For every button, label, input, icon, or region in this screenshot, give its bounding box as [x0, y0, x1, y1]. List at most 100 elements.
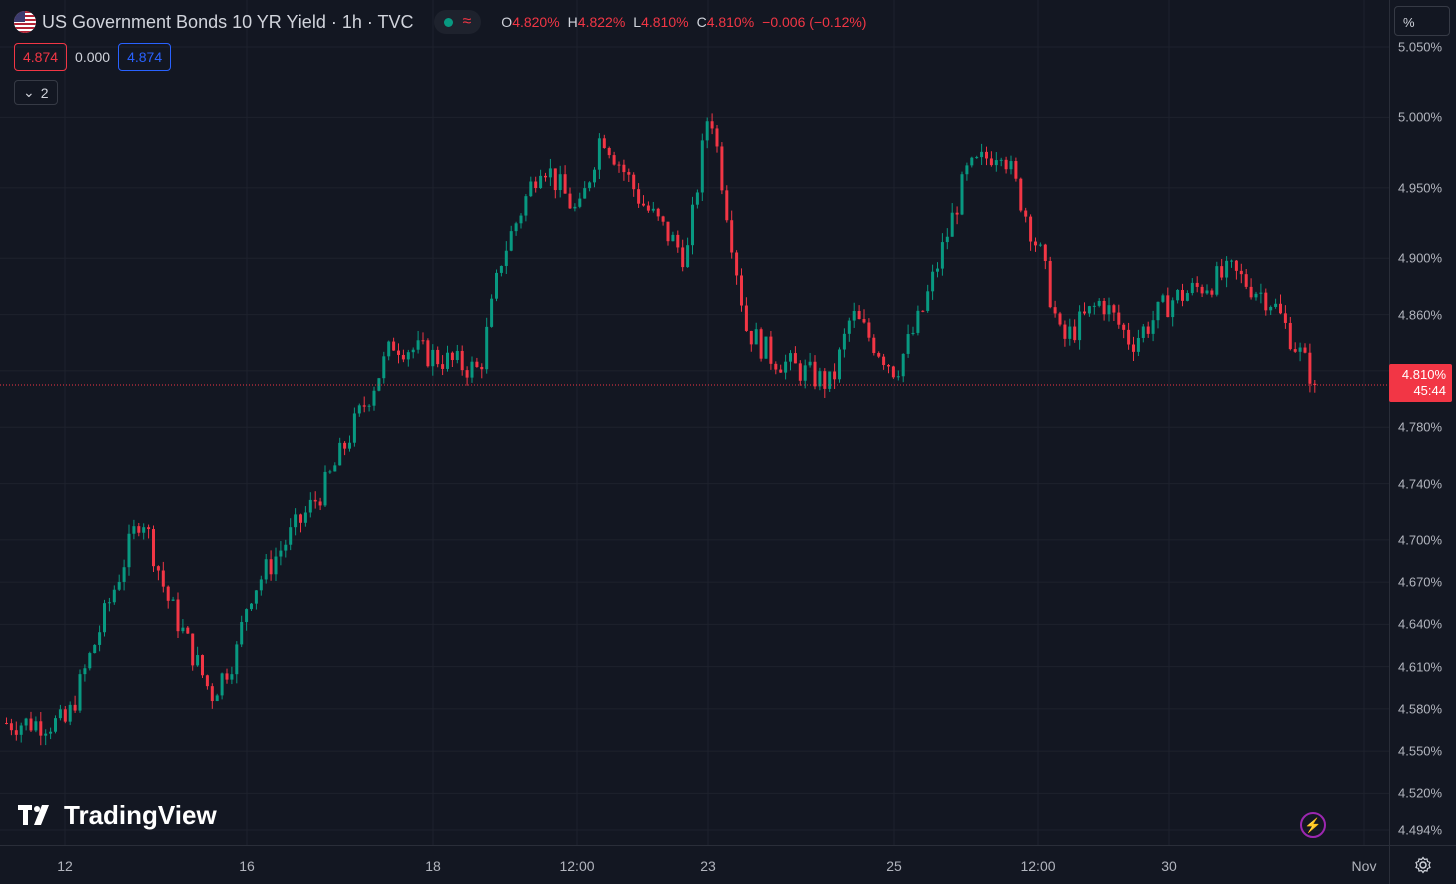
- candle-down: [617, 164, 621, 166]
- candle-down: [1181, 289, 1184, 301]
- candle-up: [1230, 260, 1233, 262]
- candle-down: [857, 310, 861, 320]
- candle-up: [377, 378, 381, 391]
- chart-settings-button[interactable]: [1389, 845, 1456, 884]
- candle-up: [372, 390, 376, 406]
- open-value: 4.820%: [512, 14, 560, 30]
- candle-up: [916, 310, 920, 333]
- candle-down: [1234, 260, 1238, 271]
- candle-up: [1141, 326, 1145, 338]
- candle-up: [950, 212, 954, 237]
- candle-down: [882, 356, 886, 366]
- candle-down: [622, 164, 626, 173]
- indicator-count: 2: [40, 84, 49, 101]
- chevron-down-icon: ⌄: [23, 84, 35, 100]
- market-status-pill[interactable]: ≈: [433, 10, 482, 34]
- candle-up: [828, 371, 832, 389]
- candle-down: [602, 138, 606, 148]
- candle-up: [44, 733, 48, 736]
- candle-up: [1225, 260, 1229, 278]
- candle-down: [1058, 313, 1062, 325]
- candle-up: [220, 673, 224, 696]
- candle-down: [426, 340, 430, 367]
- candle-down: [191, 633, 195, 666]
- candle-up: [994, 160, 998, 166]
- candle-down: [152, 529, 155, 567]
- candle-down: [887, 365, 890, 367]
- candle-up: [842, 333, 846, 350]
- candle-down: [985, 151, 988, 159]
- candle-up: [509, 231, 513, 251]
- candle-up: [1097, 300, 1101, 306]
- candle-down: [607, 147, 611, 156]
- low-value: 4.810%: [641, 14, 689, 30]
- candle-down: [1029, 216, 1033, 242]
- candle-down: [1048, 260, 1052, 308]
- candle-up: [965, 165, 969, 175]
- candle-down: [877, 353, 881, 357]
- candle-down: [1210, 290, 1214, 295]
- candle-down: [612, 155, 616, 165]
- candle-up: [93, 644, 97, 654]
- time-axis-label: 18: [425, 858, 441, 874]
- time-axis-label: 23: [700, 858, 716, 874]
- candle-down: [1313, 383, 1317, 385]
- candle-up: [593, 169, 596, 183]
- candle-up: [196, 655, 200, 666]
- buy-button[interactable]: 4.874: [118, 43, 172, 71]
- candle-up: [411, 349, 415, 353]
- candle-up: [970, 157, 974, 166]
- price-axis[interactable]: [1389, 0, 1456, 845]
- candle-up: [691, 204, 694, 246]
- candle-down: [460, 350, 464, 371]
- candle-down: [441, 364, 445, 369]
- candle-down: [166, 586, 170, 601]
- candle-up: [1156, 301, 1160, 321]
- price-unit-selector[interactable]: %: [1394, 6, 1450, 36]
- candle-down: [1264, 292, 1268, 311]
- price-axis-label: 4.670%: [1398, 574, 1443, 590]
- candle-down: [201, 655, 204, 676]
- price-axis-label: 4.494%: [1398, 822, 1443, 838]
- low-label: L: [633, 14, 642, 30]
- candle-up: [926, 291, 930, 311]
- high-value: 4.822%: [577, 14, 626, 30]
- candle-down: [1053, 307, 1057, 314]
- tradingview-watermark[interactable]: TradingView: [18, 800, 217, 831]
- lightning-icon[interactable]: ⚡: [1300, 812, 1326, 838]
- candle-up: [348, 442, 351, 449]
- chart-area[interactable]: [0, 0, 1389, 845]
- candle-down: [1112, 305, 1116, 313]
- sell-button[interactable]: 4.874: [14, 43, 68, 71]
- candle-up: [911, 332, 915, 335]
- candle-up: [1038, 244, 1042, 246]
- candle-down: [1083, 311, 1086, 314]
- candle-down: [793, 353, 797, 364]
- candle-down: [1034, 241, 1037, 246]
- symbol-title[interactable]: US Government Bonds 10 YR Yield · 1h · T…: [42, 11, 414, 32]
- candle-up: [259, 579, 263, 591]
- candle-up: [235, 644, 239, 675]
- time-axis[interactable]: [0, 845, 1389, 884]
- candle-up: [490, 298, 494, 327]
- candle-down: [921, 310, 925, 312]
- candle-down: [627, 172, 631, 175]
- candle-up: [573, 206, 577, 209]
- candle-up: [1136, 337, 1140, 352]
- candle-up: [789, 353, 792, 362]
- candle-down: [14, 730, 18, 735]
- watermark-text: TradingView: [64, 800, 217, 830]
- indicators-toggle-button[interactable]: ⌄ 2: [14, 80, 58, 105]
- candle-down: [1073, 326, 1077, 341]
- candle-up: [1205, 290, 1209, 294]
- candle-up: [19, 725, 23, 735]
- candle-up: [906, 334, 910, 354]
- candle-up: [975, 157, 979, 159]
- candlestick-chart[interactable]: [0, 0, 1389, 845]
- candle-down: [646, 205, 650, 211]
- candle-down: [1132, 344, 1135, 352]
- candle-down: [475, 361, 479, 367]
- candle-down: [1166, 295, 1170, 318]
- candle-up: [357, 405, 361, 414]
- candle-down: [362, 405, 366, 407]
